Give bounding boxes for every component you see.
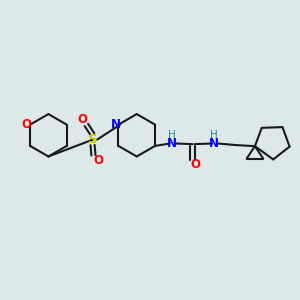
Text: N: N xyxy=(110,118,120,130)
Text: S: S xyxy=(88,133,98,146)
Text: H: H xyxy=(210,130,218,140)
Text: N: N xyxy=(209,137,219,150)
Text: H: H xyxy=(168,130,176,140)
Text: O: O xyxy=(190,158,200,171)
Text: N: N xyxy=(167,137,177,150)
Text: O: O xyxy=(22,118,32,131)
Text: O: O xyxy=(77,113,87,127)
Text: O: O xyxy=(94,154,103,167)
